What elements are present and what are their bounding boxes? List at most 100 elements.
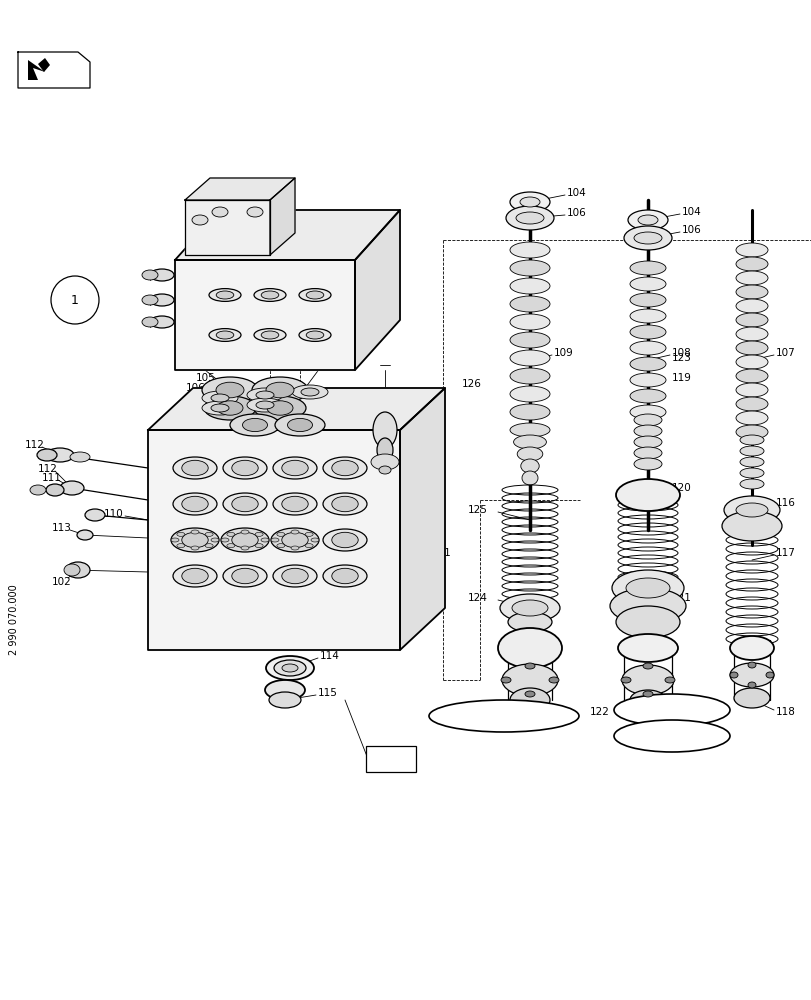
- Ellipse shape: [629, 373, 665, 387]
- Ellipse shape: [765, 672, 773, 678]
- Ellipse shape: [323, 457, 367, 479]
- Ellipse shape: [729, 636, 773, 660]
- Ellipse shape: [177, 544, 185, 548]
- Text: 119 116-118: 119 116-118: [641, 731, 702, 741]
- Ellipse shape: [332, 532, 358, 548]
- Ellipse shape: [517, 447, 542, 461]
- Ellipse shape: [629, 690, 665, 710]
- Ellipse shape: [633, 414, 661, 426]
- Ellipse shape: [629, 357, 665, 371]
- Ellipse shape: [171, 528, 219, 552]
- Ellipse shape: [221, 528, 268, 552]
- Text: 114: 114: [320, 651, 340, 661]
- Ellipse shape: [64, 564, 80, 576]
- Ellipse shape: [735, 285, 767, 299]
- Ellipse shape: [739, 446, 763, 456]
- Ellipse shape: [272, 457, 316, 479]
- Ellipse shape: [509, 278, 549, 294]
- Ellipse shape: [173, 493, 217, 515]
- Text: 107: 107: [775, 348, 795, 358]
- Ellipse shape: [182, 496, 208, 512]
- Text: 105: 105: [188, 361, 208, 371]
- Ellipse shape: [223, 457, 267, 479]
- Ellipse shape: [205, 532, 212, 536]
- Ellipse shape: [247, 398, 283, 412]
- Ellipse shape: [620, 677, 630, 683]
- Ellipse shape: [633, 447, 661, 459]
- Ellipse shape: [509, 314, 549, 330]
- Ellipse shape: [191, 546, 199, 550]
- Ellipse shape: [332, 496, 358, 512]
- Ellipse shape: [500, 594, 560, 622]
- Ellipse shape: [525, 663, 534, 669]
- Ellipse shape: [261, 331, 278, 339]
- Circle shape: [51, 276, 99, 324]
- Text: 102: 102: [52, 577, 71, 587]
- Ellipse shape: [281, 664, 298, 672]
- Text: 104: 104: [566, 188, 586, 198]
- Ellipse shape: [281, 496, 308, 512]
- Ellipse shape: [509, 688, 549, 712]
- Ellipse shape: [633, 232, 661, 244]
- Ellipse shape: [513, 435, 546, 449]
- Ellipse shape: [85, 509, 105, 521]
- Polygon shape: [185, 200, 270, 255]
- Ellipse shape: [231, 532, 258, 548]
- Ellipse shape: [202, 401, 238, 415]
- Text: 2 990 070.000: 2 990 070.000: [9, 585, 19, 655]
- Ellipse shape: [271, 528, 319, 552]
- Ellipse shape: [202, 391, 238, 405]
- Text: 118: 118: [467, 707, 487, 717]
- Ellipse shape: [735, 383, 767, 397]
- Ellipse shape: [226, 544, 234, 548]
- Ellipse shape: [371, 454, 398, 470]
- Ellipse shape: [267, 401, 293, 415]
- Text: 122: 122: [590, 707, 609, 717]
- Ellipse shape: [173, 457, 217, 479]
- Ellipse shape: [616, 479, 679, 511]
- Text: 127: 127: [380, 754, 401, 764]
- Polygon shape: [354, 210, 400, 370]
- Ellipse shape: [37, 449, 57, 461]
- Text: 104: 104: [681, 207, 701, 217]
- Ellipse shape: [255, 391, 273, 399]
- Text: 120: 120: [672, 483, 691, 493]
- Ellipse shape: [260, 538, 268, 542]
- Ellipse shape: [627, 210, 667, 230]
- Ellipse shape: [150, 294, 174, 306]
- Ellipse shape: [497, 628, 561, 668]
- Ellipse shape: [272, 493, 316, 515]
- Ellipse shape: [735, 313, 767, 327]
- Ellipse shape: [191, 215, 208, 225]
- Text: 123: 123: [672, 353, 691, 363]
- Ellipse shape: [733, 688, 769, 708]
- Ellipse shape: [735, 425, 767, 439]
- Ellipse shape: [255, 401, 273, 409]
- Ellipse shape: [305, 532, 313, 536]
- Ellipse shape: [613, 694, 729, 726]
- Ellipse shape: [266, 382, 294, 398]
- Ellipse shape: [216, 331, 234, 339]
- Ellipse shape: [264, 680, 305, 700]
- Ellipse shape: [629, 389, 665, 403]
- Ellipse shape: [290, 546, 298, 550]
- Ellipse shape: [292, 385, 328, 399]
- Ellipse shape: [142, 270, 158, 280]
- Ellipse shape: [173, 565, 217, 587]
- Ellipse shape: [242, 418, 267, 432]
- Ellipse shape: [428, 700, 578, 732]
- Ellipse shape: [616, 606, 679, 638]
- Text: 104: 104: [240, 405, 260, 415]
- Text: 106: 106: [566, 208, 586, 218]
- Ellipse shape: [520, 459, 539, 473]
- Text: 126: 126: [461, 379, 481, 389]
- Ellipse shape: [30, 485, 46, 495]
- Ellipse shape: [323, 529, 367, 551]
- Ellipse shape: [633, 436, 661, 448]
- Ellipse shape: [272, 529, 316, 551]
- Ellipse shape: [298, 289, 331, 301]
- Ellipse shape: [372, 412, 397, 448]
- Ellipse shape: [275, 414, 324, 436]
- Ellipse shape: [611, 570, 683, 606]
- Ellipse shape: [211, 538, 219, 542]
